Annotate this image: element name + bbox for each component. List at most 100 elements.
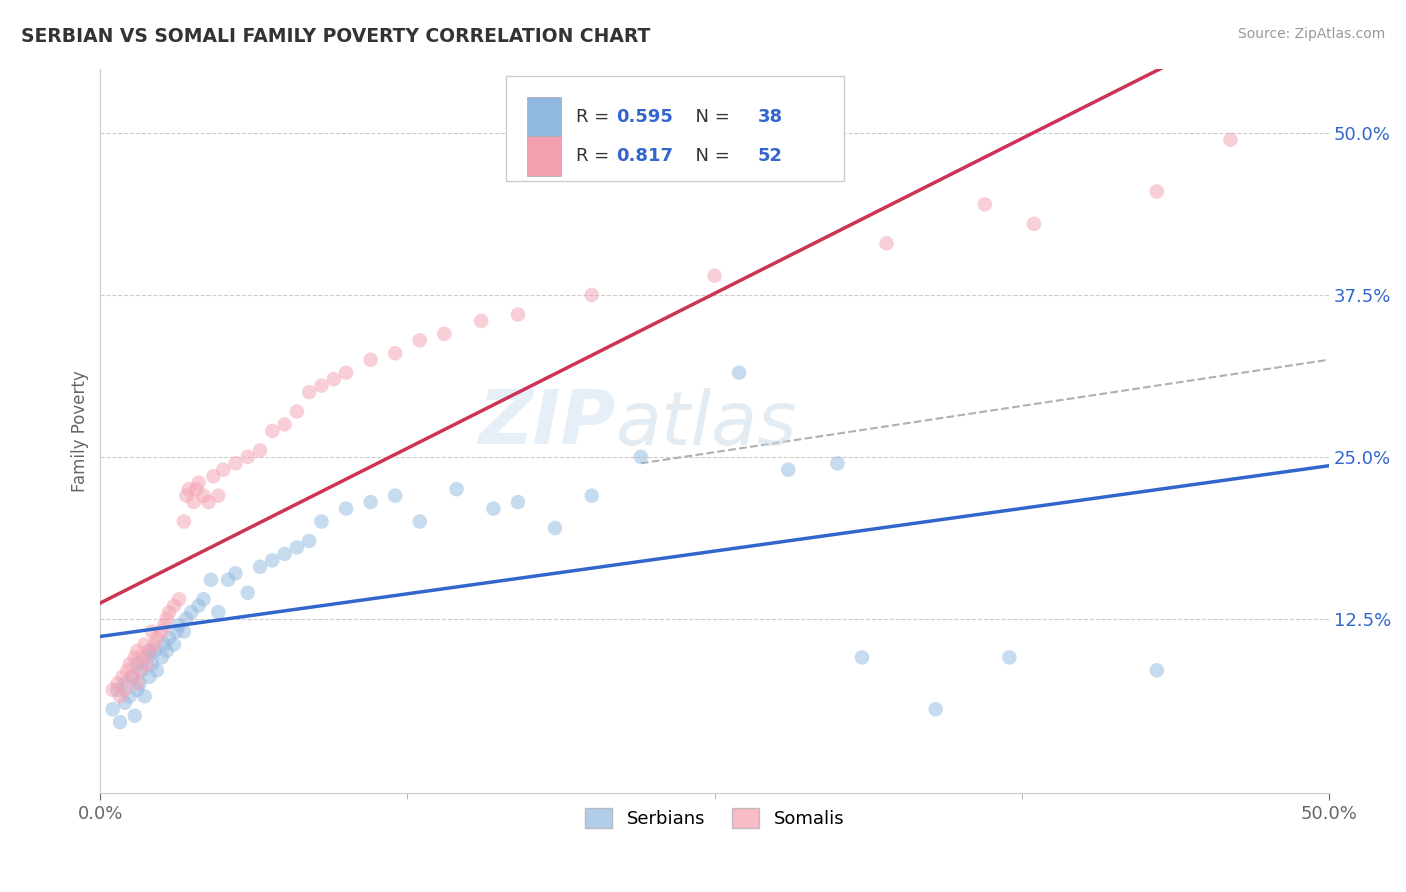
Point xyxy=(544,521,567,535)
Point xyxy=(146,664,169,678)
Point xyxy=(136,650,159,665)
Point xyxy=(998,650,1021,665)
Point xyxy=(150,650,173,665)
Point xyxy=(1219,133,1241,147)
Text: atlas: atlas xyxy=(616,388,797,459)
Point xyxy=(180,605,202,619)
Point xyxy=(186,482,208,496)
Point xyxy=(360,352,382,367)
Point xyxy=(249,559,271,574)
Point xyxy=(114,696,136,710)
Point xyxy=(506,495,529,509)
Point xyxy=(273,547,295,561)
Point xyxy=(111,670,134,684)
Point xyxy=(183,495,205,509)
Point xyxy=(311,515,333,529)
Point xyxy=(124,650,146,665)
Bar xyxy=(527,96,561,136)
Point xyxy=(127,682,149,697)
Point xyxy=(177,482,200,496)
Point xyxy=(173,624,195,639)
Point xyxy=(193,489,215,503)
Point xyxy=(128,676,150,690)
Point xyxy=(107,682,129,697)
Point xyxy=(703,268,725,283)
Point xyxy=(581,489,603,503)
Point xyxy=(1146,664,1168,678)
Point xyxy=(200,573,222,587)
Point xyxy=(131,650,153,665)
Point xyxy=(630,450,652,464)
Point xyxy=(851,650,873,665)
Text: 52: 52 xyxy=(758,146,783,165)
Point xyxy=(360,495,382,509)
Point xyxy=(134,638,156,652)
Point xyxy=(114,682,136,697)
Point xyxy=(163,599,186,613)
Point xyxy=(827,456,849,470)
Y-axis label: Family Poverty: Family Poverty xyxy=(72,370,89,491)
Text: 0.595: 0.595 xyxy=(616,108,673,126)
Point xyxy=(207,605,229,619)
Point xyxy=(212,463,235,477)
Text: N =: N = xyxy=(683,108,735,126)
Point xyxy=(118,657,141,671)
Point xyxy=(157,605,180,619)
Point xyxy=(384,346,406,360)
Point xyxy=(273,417,295,432)
Text: N =: N = xyxy=(683,146,735,165)
Point xyxy=(262,553,284,567)
Point xyxy=(166,624,188,639)
Point xyxy=(138,670,160,684)
Text: Source: ZipAtlas.com: Source: ZipAtlas.com xyxy=(1237,27,1385,41)
Point xyxy=(187,599,209,613)
Point xyxy=(224,456,246,470)
Point xyxy=(156,644,179,658)
Text: R =: R = xyxy=(575,146,614,165)
Point xyxy=(506,308,529,322)
Legend: Serbians, Somalis: Serbians, Somalis xyxy=(578,801,852,835)
Point xyxy=(973,197,995,211)
FancyBboxPatch shape xyxy=(506,76,844,181)
Point xyxy=(127,657,149,671)
Point xyxy=(778,463,800,477)
Point xyxy=(173,515,195,529)
Point xyxy=(470,314,492,328)
Point xyxy=(143,638,166,652)
Point xyxy=(193,592,215,607)
Point xyxy=(127,644,149,658)
Text: R =: R = xyxy=(575,108,614,126)
Point xyxy=(131,664,153,678)
Point xyxy=(197,495,219,509)
Point xyxy=(285,404,308,418)
Text: 0.817: 0.817 xyxy=(616,146,673,165)
Point xyxy=(138,644,160,658)
Point xyxy=(127,676,149,690)
Text: ZIP: ZIP xyxy=(479,387,616,460)
Point xyxy=(298,385,321,400)
Point xyxy=(335,501,357,516)
Point xyxy=(117,664,139,678)
Point xyxy=(311,378,333,392)
Point xyxy=(384,489,406,503)
Point xyxy=(176,612,198,626)
Point xyxy=(207,489,229,503)
Point xyxy=(167,592,190,607)
Point xyxy=(108,690,131,704)
Point xyxy=(141,657,163,671)
Point xyxy=(153,618,176,632)
Point xyxy=(101,702,124,716)
Point xyxy=(108,715,131,730)
Point xyxy=(202,469,225,483)
Point xyxy=(236,450,259,464)
Point xyxy=(101,682,124,697)
Point xyxy=(924,702,946,716)
Point xyxy=(146,631,169,645)
Point xyxy=(322,372,344,386)
Point xyxy=(482,501,505,516)
Point xyxy=(114,676,136,690)
Point xyxy=(298,533,321,548)
Point xyxy=(107,676,129,690)
Point xyxy=(409,515,432,529)
Point xyxy=(728,366,751,380)
